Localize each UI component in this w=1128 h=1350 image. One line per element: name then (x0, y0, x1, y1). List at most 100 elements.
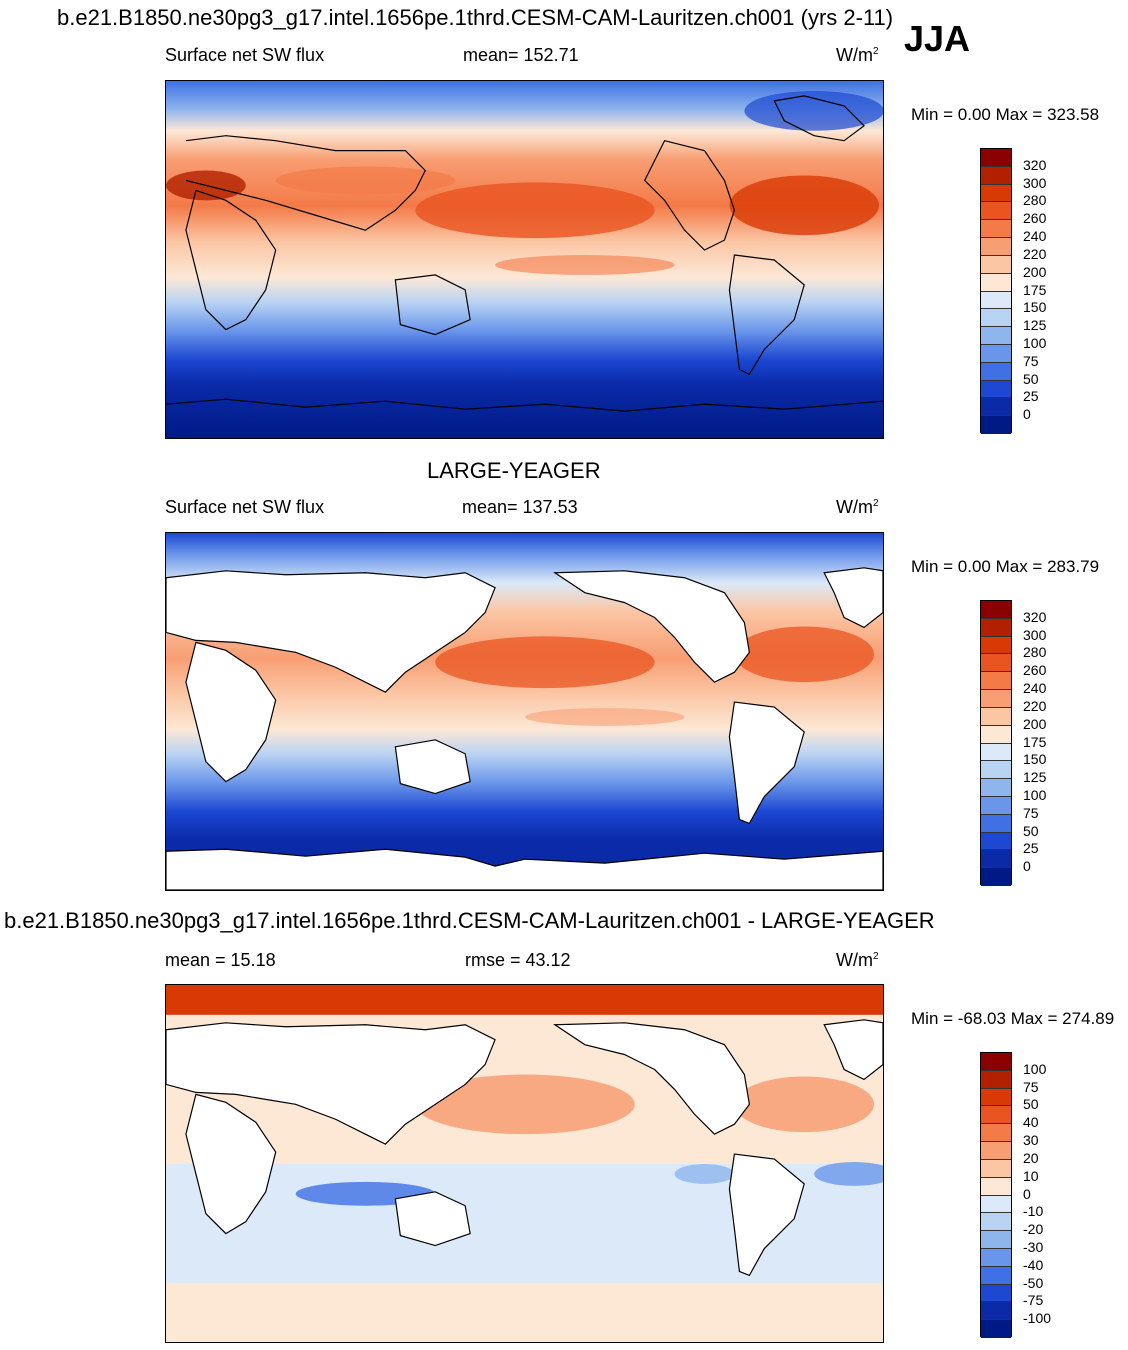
colorbar-tick-label: -100 (1023, 1310, 1052, 1327)
colorbar-tick-label: 10 (1023, 1167, 1039, 1184)
panel2-minmax: Min = 0.00 Max = 283.79 (911, 557, 1100, 576)
page-title: b.e21.B1850.ne30pg3_g17.intel.1656pe.1th… (57, 5, 894, 30)
colorbar-tick-label: 320 (1023, 156, 1047, 173)
colorbar-tick-label: 200 (1023, 263, 1047, 280)
colorbar-swatch (981, 1320, 1011, 1338)
colorbar-swatch (981, 1213, 1011, 1232)
colorbar-tick-label: 50 (1023, 822, 1039, 839)
colorbar-tick-label: 40 (1023, 1114, 1039, 1131)
colorbar-tick-label: -10 (1023, 1203, 1044, 1220)
colorbar-tick-label: 0 (1023, 858, 1031, 875)
colorbar-swatch (981, 220, 1011, 239)
panel3-title: b.e21.B1850.ne30pg3_g17.intel.1656pe.1th… (4, 908, 935, 933)
colorbar-swatch (981, 344, 1011, 363)
colorbar-tick-label: -40 (1023, 1256, 1044, 1273)
colorbar-swatch (981, 1088, 1011, 1107)
colorbar-tick-label: 220 (1023, 245, 1047, 262)
colorbar-swatch (981, 166, 1011, 185)
colorbar-swatch (981, 707, 1011, 726)
colorbar-swatch (981, 309, 1011, 328)
colorbar-tick-label: 100 (1023, 334, 1047, 351)
colorbar-swatch (981, 273, 1011, 292)
panel1-mean: mean= 152.71 (463, 45, 579, 65)
colorbar-tick-label: 100 (1023, 786, 1047, 803)
colorbar-swatch (981, 380, 1011, 399)
colorbar-swatch (981, 416, 1011, 434)
colorbar-tick-label: 240 (1023, 680, 1047, 697)
colorbar-swatch (981, 291, 1011, 310)
colorbar-swatch (981, 1195, 1011, 1214)
colorbar-tick-label: -75 (1023, 1292, 1044, 1309)
colorbar-tick-label: 300 (1023, 626, 1047, 643)
colorbar-swatch (981, 761, 1011, 780)
colorbar-swatch (981, 850, 1011, 869)
colorbar-swatch (981, 1124, 1011, 1143)
colorbar-swatch (981, 654, 1011, 673)
colorbar-tick-label: 300 (1023, 174, 1047, 191)
colorbar-tick-label: 220 (1023, 697, 1047, 714)
panel3-mean: mean = 15.18 (165, 950, 276, 970)
panel1-minmax: Min = 0.00 Max = 323.58 (911, 105, 1100, 124)
colorbar-tick-label: 0 (1023, 406, 1031, 423)
colorbar-tick-label: 320 (1023, 608, 1047, 625)
colorbar-swatch (981, 327, 1011, 345)
colorbar-tick-label: 125 (1023, 317, 1047, 334)
colorbar-swatch (981, 202, 1011, 221)
panel3-minmax: Min = -68.03 Max = 274.89 (911, 1009, 1115, 1028)
colorbar-swatch (981, 362, 1011, 381)
colorbar-tick-label: 50 (1023, 370, 1039, 387)
colorbar-swatch (981, 1177, 1011, 1196)
colorbar-tick-label: 75 (1023, 352, 1039, 369)
colorbar-swatch (981, 1053, 1011, 1071)
colorbar-tick-label: -50 (1023, 1274, 1044, 1291)
panel1-map (165, 80, 884, 439)
colorbar-tick-label: 260 (1023, 210, 1047, 227)
colorbar-swatch (981, 1142, 1011, 1160)
colorbar-tick-label: 280 (1023, 192, 1047, 209)
colorbar-swatch (981, 238, 1011, 256)
panel1-units: W/m2 (836, 45, 879, 65)
panel2-variable: Surface net SW flux (165, 497, 325, 517)
colorbar-swatch (981, 1070, 1011, 1089)
colorbar-tick-label: -30 (1023, 1238, 1044, 1255)
colorbar-tick-label: 280 (1023, 644, 1047, 661)
colorbar-tick-label: -20 (1023, 1221, 1044, 1238)
colorbar-swatch (981, 1284, 1011, 1303)
colorbar-tick-label: 260 (1023, 662, 1047, 679)
season-label: JJA (904, 18, 971, 59)
colorbar-tick-label: 75 (1023, 1078, 1039, 1095)
colorbar-tick-label: 125 (1023, 769, 1047, 786)
colorbar-tick-label: 0 (1023, 1185, 1031, 1202)
colorbar-swatch (981, 814, 1011, 833)
colorbar-tick-label: 175 (1023, 733, 1047, 750)
panel1-variable: Surface net SW flux (165, 45, 325, 65)
colorbar-tick-label: 200 (1023, 715, 1047, 732)
panel2-colorbar (980, 600, 1012, 886)
colorbar-swatch (981, 1231, 1011, 1249)
colorbar-tick-label: 20 (1023, 1149, 1039, 1166)
colorbar-swatch (981, 1266, 1011, 1285)
colorbar-tick-label: 50 (1023, 1096, 1039, 1113)
colorbar-tick-label: 150 (1023, 751, 1047, 768)
colorbar-swatch (981, 690, 1011, 708)
colorbar-swatch (981, 672, 1011, 691)
panel3-colorbar (980, 1052, 1012, 1338)
colorbar-swatch (981, 1248, 1011, 1267)
colorbar-tick-label: 100 (1023, 1060, 1047, 1077)
colorbar-tick-label: 25 (1023, 840, 1039, 857)
colorbar-swatch (981, 601, 1011, 619)
panel2-mean: mean= 137.53 (462, 497, 578, 517)
colorbar-swatch (981, 779, 1011, 797)
colorbar-tick-label: 30 (1023, 1132, 1039, 1149)
colorbar-swatch (981, 868, 1011, 886)
colorbar-swatch (981, 636, 1011, 655)
panel3-units: W/m2 (836, 950, 879, 970)
colorbar-swatch (981, 725, 1011, 744)
colorbar-swatch (981, 149, 1011, 167)
colorbar-swatch (981, 796, 1011, 815)
panel1-colorbar (980, 148, 1012, 434)
colorbar-swatch (981, 1106, 1011, 1125)
colorbar-swatch (981, 1302, 1011, 1321)
colorbar-tick-label: 240 (1023, 228, 1047, 245)
colorbar-tick-label: 175 (1023, 281, 1047, 298)
